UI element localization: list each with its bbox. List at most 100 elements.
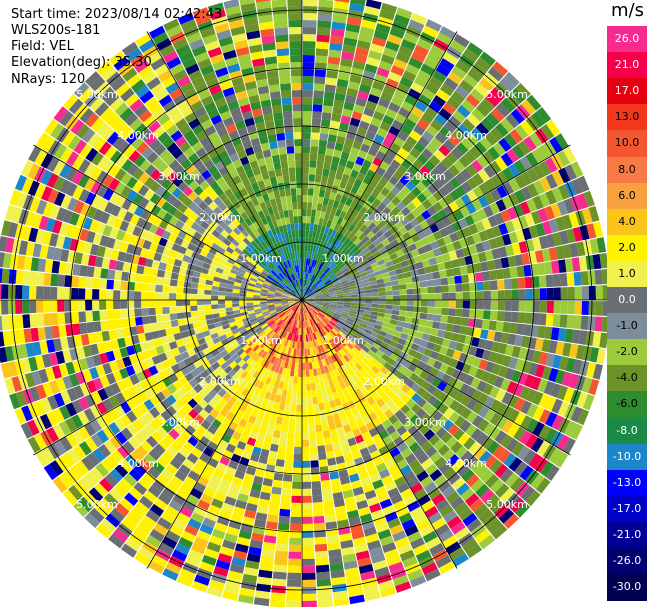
gate	[321, 204, 328, 213]
gate	[340, 280, 348, 285]
gate	[454, 172, 467, 185]
gate	[459, 206, 471, 218]
gate	[350, 294, 358, 298]
gate	[364, 5, 380, 16]
gate	[325, 242, 331, 251]
gate	[302, 544, 315, 552]
gate	[191, 251, 200, 260]
gate	[268, 221, 275, 230]
gate	[307, 291, 314, 297]
gate	[170, 272, 179, 280]
gate	[119, 241, 129, 253]
gate	[155, 197, 167, 208]
gate	[200, 267, 209, 275]
gate	[445, 268, 455, 277]
gate	[288, 295, 296, 298]
gate	[449, 189, 461, 201]
gate	[422, 188, 433, 199]
gate	[267, 134, 277, 143]
gate	[296, 195, 302, 203]
gate	[495, 156, 508, 171]
gate	[291, 390, 297, 398]
gate	[440, 83, 455, 97]
gate	[466, 113, 481, 127]
gate	[290, 291, 297, 296]
gate	[378, 177, 389, 187]
gate	[146, 51, 162, 65]
gate	[264, 200, 272, 209]
gate	[351, 245, 360, 254]
gate	[360, 275, 369, 281]
gate	[207, 269, 216, 277]
gate	[399, 240, 408, 250]
gate	[443, 121, 457, 134]
gate	[36, 286, 44, 300]
gate	[577, 175, 590, 193]
gate	[282, 111, 293, 119]
gate	[526, 167, 539, 183]
gate	[115, 195, 127, 208]
gate	[265, 185, 273, 194]
gate	[172, 176, 184, 188]
gate	[267, 245, 274, 253]
gate	[60, 147, 73, 163]
gate	[225, 246, 234, 254]
gate	[511, 289, 519, 300]
gate	[368, 50, 382, 61]
gate	[274, 550, 288, 559]
gate	[297, 286, 300, 294]
gate	[371, 188, 381, 199]
gate	[314, 536, 327, 545]
gate	[302, 593, 317, 601]
gate	[458, 218, 469, 229]
gate	[15, 314, 24, 329]
gate	[315, 424, 323, 433]
gate	[302, 362, 306, 370]
gate	[374, 270, 382, 277]
gate	[89, 97, 104, 112]
gate	[218, 295, 226, 300]
gate	[69, 238, 79, 252]
gate	[211, 300, 219, 305]
gate	[459, 265, 468, 275]
gate	[357, 296, 365, 300]
gate	[293, 273, 297, 280]
gate	[72, 323, 81, 336]
gate	[287, 153, 295, 161]
gate	[368, 276, 377, 282]
gate	[159, 149, 171, 161]
gate	[383, 276, 391, 283]
gate	[361, 235, 370, 244]
gate	[220, 43, 235, 54]
gate	[280, 395, 287, 404]
gate	[302, 76, 314, 84]
gate	[474, 83, 490, 98]
gate	[372, 110, 385, 121]
gate	[286, 268, 291, 275]
gate	[57, 274, 66, 287]
gate	[168, 159, 181, 171]
gate	[203, 71, 217, 83]
gate	[188, 180, 199, 191]
gate	[484, 132, 498, 146]
gate	[397, 147, 409, 159]
gate	[191, 316, 200, 323]
gate	[148, 300, 156, 308]
gate	[302, 146, 311, 154]
gate	[297, 272, 300, 280]
gate	[253, 269, 261, 276]
gate	[390, 186, 401, 196]
gate	[252, 229, 261, 238]
gate	[195, 13, 212, 26]
gate	[248, 175, 257, 185]
gate	[350, 0, 366, 6]
gate	[454, 275, 463, 284]
gate	[418, 274, 427, 282]
gate	[199, 235, 209, 244]
gate	[222, 269, 231, 276]
gate	[583, 190, 595, 207]
gate	[166, 25, 183, 38]
gate	[186, 32, 202, 44]
gate	[453, 33, 470, 48]
gate	[340, 58, 353, 68]
